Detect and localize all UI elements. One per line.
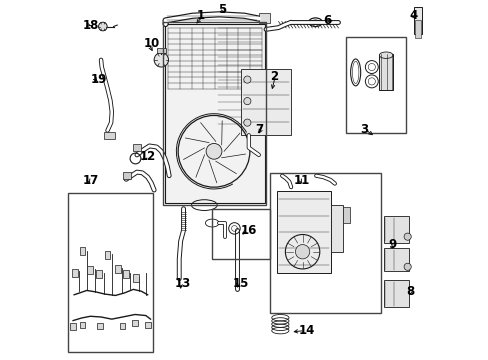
Text: 5: 5 [217,3,225,16]
Text: 3: 3 [359,123,367,136]
Bar [164,24,265,203]
Bar [241,69,290,135]
Bar [144,321,150,328]
Circle shape [244,119,250,126]
Ellipse shape [379,52,392,58]
Text: 13: 13 [174,278,190,291]
Bar [330,205,343,252]
Bar [133,144,141,150]
Bar [343,207,349,223]
Bar [70,323,76,330]
Bar [383,216,408,243]
Circle shape [403,233,410,240]
Circle shape [244,76,250,83]
Bar [87,266,93,274]
Text: 2: 2 [270,69,278,82]
Bar [269,173,380,313]
Text: 17: 17 [82,174,99,186]
Circle shape [99,22,107,31]
Bar [68,193,153,352]
Bar [414,20,420,39]
Text: 16: 16 [241,224,257,237]
Bar [258,13,269,23]
Circle shape [154,53,168,67]
Bar [211,209,269,259]
Bar [157,48,165,53]
Text: 7: 7 [255,123,263,136]
Bar [379,54,392,90]
Bar [72,269,78,277]
Bar [163,22,265,205]
Bar [383,248,408,271]
Text: 9: 9 [387,238,395,251]
Text: 14: 14 [298,324,315,337]
Text: 19: 19 [90,73,106,86]
Text: 15: 15 [233,278,249,291]
Text: 12: 12 [140,150,156,163]
Text: 8: 8 [405,285,413,298]
Text: 6: 6 [323,14,331,27]
Bar [132,320,138,326]
Circle shape [403,263,410,270]
Text: 4: 4 [408,9,417,22]
Bar [115,265,121,273]
Bar [120,323,125,329]
Text: 11: 11 [293,174,309,186]
Bar [276,191,330,273]
Bar [104,251,110,259]
Bar [80,247,85,255]
Text: 10: 10 [143,37,159,50]
Bar [413,7,421,34]
Bar [123,172,131,179]
Circle shape [295,244,309,259]
Bar [80,321,85,328]
Text: 1: 1 [197,9,205,22]
Bar [345,37,405,134]
Bar [97,323,103,329]
Bar [96,270,102,278]
Circle shape [244,98,250,105]
Circle shape [206,143,222,159]
Bar [104,132,115,139]
Bar [123,270,129,278]
Text: 18: 18 [82,19,99,32]
Bar [383,280,408,307]
Bar [133,274,139,282]
